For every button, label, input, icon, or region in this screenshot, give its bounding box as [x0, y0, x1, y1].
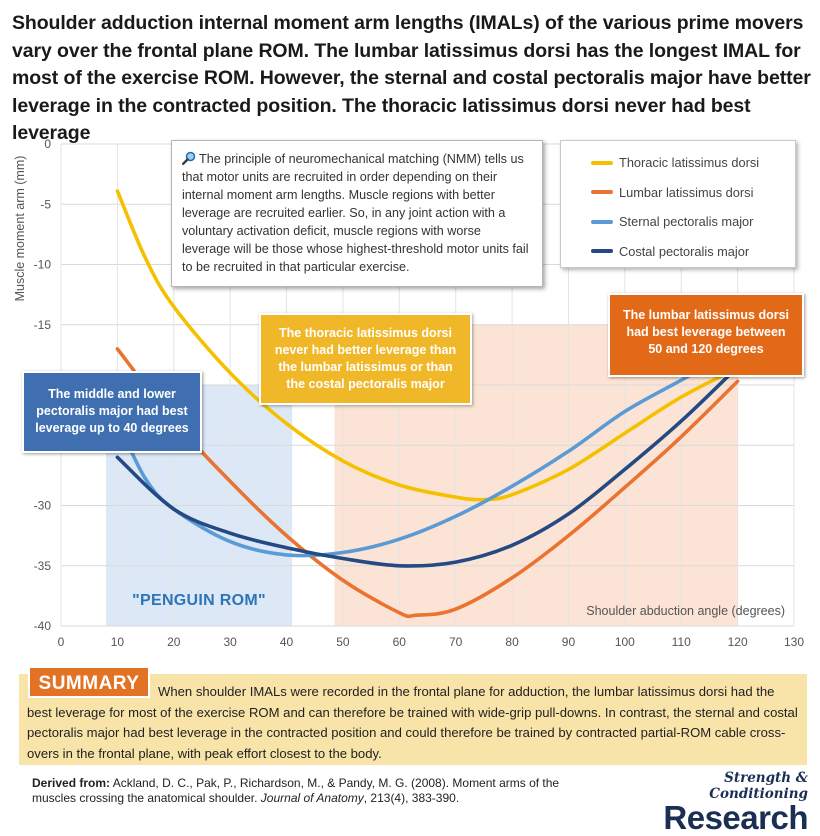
legend-swatch	[591, 219, 613, 224]
legend-item: Lumbar latissimus dorsi	[561, 178, 795, 208]
summary-tag: SUMMARY	[28, 666, 150, 698]
x-tick-label: 100	[615, 635, 635, 649]
y-axis-label: Muscle moment arm (mm)	[13, 156, 27, 302]
legend-label: Lumbar latissimus dorsi	[619, 184, 754, 200]
x-tick-label: 80	[505, 635, 519, 649]
citation-journal: Journal of Anatomy	[260, 791, 364, 805]
summary-panel: When shoulder IMALs were recorded in the…	[19, 674, 807, 765]
citation: Derived from: Ackland, D. C., Pak, P., R…	[32, 776, 592, 806]
summary-text: When shoulder IMALs were recorded in the…	[27, 684, 798, 761]
nmm-note-box: The principle of neuromechanical matchin…	[171, 140, 543, 287]
legend: Thoracic latissimus dorsi Lumbar latissim…	[560, 140, 796, 268]
citation-label: Derived from:	[32, 776, 111, 790]
x-tick-label: 90	[562, 635, 576, 649]
x-axis-label: Shoulder abduction angle (degrees)	[586, 604, 785, 618]
series-lines	[115, 189, 740, 619]
x-tick-label: 10	[111, 635, 125, 649]
tick-labels: 0-5-10-15-20-25-30-35-400102030405060708…	[34, 137, 805, 649]
penguin-rom-label: "PENGUIN ROM"	[132, 592, 266, 609]
y-tick-label: -40	[34, 619, 52, 633]
y-tick-label: -10	[34, 258, 52, 272]
x-tick-label: 20	[167, 635, 181, 649]
legend-label: Sternal pectoralis major	[619, 214, 754, 230]
logo-wordmark: Research	[663, 799, 808, 836]
y-tick-label: -30	[34, 499, 52, 513]
x-tick-label: 40	[280, 635, 294, 649]
y-tick-label: 0	[44, 137, 51, 151]
x-tick-label: 120	[728, 635, 748, 649]
nmm-note-text: The principle of neuromechanical matchin…	[182, 152, 529, 274]
x-tick-label: 0	[58, 635, 65, 649]
citation-volume: , 213(4), 383-390.	[363, 791, 460, 805]
x-tick-label: 50	[336, 635, 350, 649]
series-line-3	[115, 365, 740, 568]
brand-logo[interactable]: Strength & Conditioning Research	[626, 770, 808, 834]
series-line-1	[115, 347, 740, 619]
series-line-0	[115, 189, 740, 502]
legend-label: Thoracic latissimus dorsi	[619, 155, 760, 171]
headline: Shoulder adduction internal moment arm l…	[12, 12, 811, 144]
x-tick-label: 70	[449, 635, 463, 649]
legend-swatch	[591, 160, 613, 165]
magnifier-icon	[182, 151, 196, 165]
thoracic-callout: The thoracic latissimus dorsi never had …	[259, 313, 472, 405]
legend-item: Costal pectoralis major	[561, 237, 795, 267]
citation-text: Ackland, D. C., Pak, P., Richardson, M.,…	[32, 776, 560, 805]
legend-swatch	[591, 249, 613, 254]
logo-tagline: Strength & Conditioning	[709, 770, 808, 802]
legend-label: Costal pectoralis major	[619, 243, 750, 259]
lumbar-callout: The lumbar latissimus dorsi had best lev…	[608, 293, 804, 377]
x-tick-label: 30	[223, 635, 237, 649]
x-tick-label: 110	[672, 635, 691, 649]
legend-item: Sternal pectoralis major	[561, 207, 795, 237]
y-tick-label: -5	[40, 197, 51, 211]
legend-swatch	[591, 190, 613, 195]
legend-item: Thoracic latissimus dorsi	[561, 148, 795, 178]
y-tick-label: -35	[34, 559, 52, 573]
y-tick-label: -15	[34, 318, 52, 332]
x-tick-label: 60	[393, 635, 407, 649]
pectoralis-callout: The middle and lower pectoralis major ha…	[22, 371, 202, 453]
x-tick-label: 130	[784, 635, 804, 649]
